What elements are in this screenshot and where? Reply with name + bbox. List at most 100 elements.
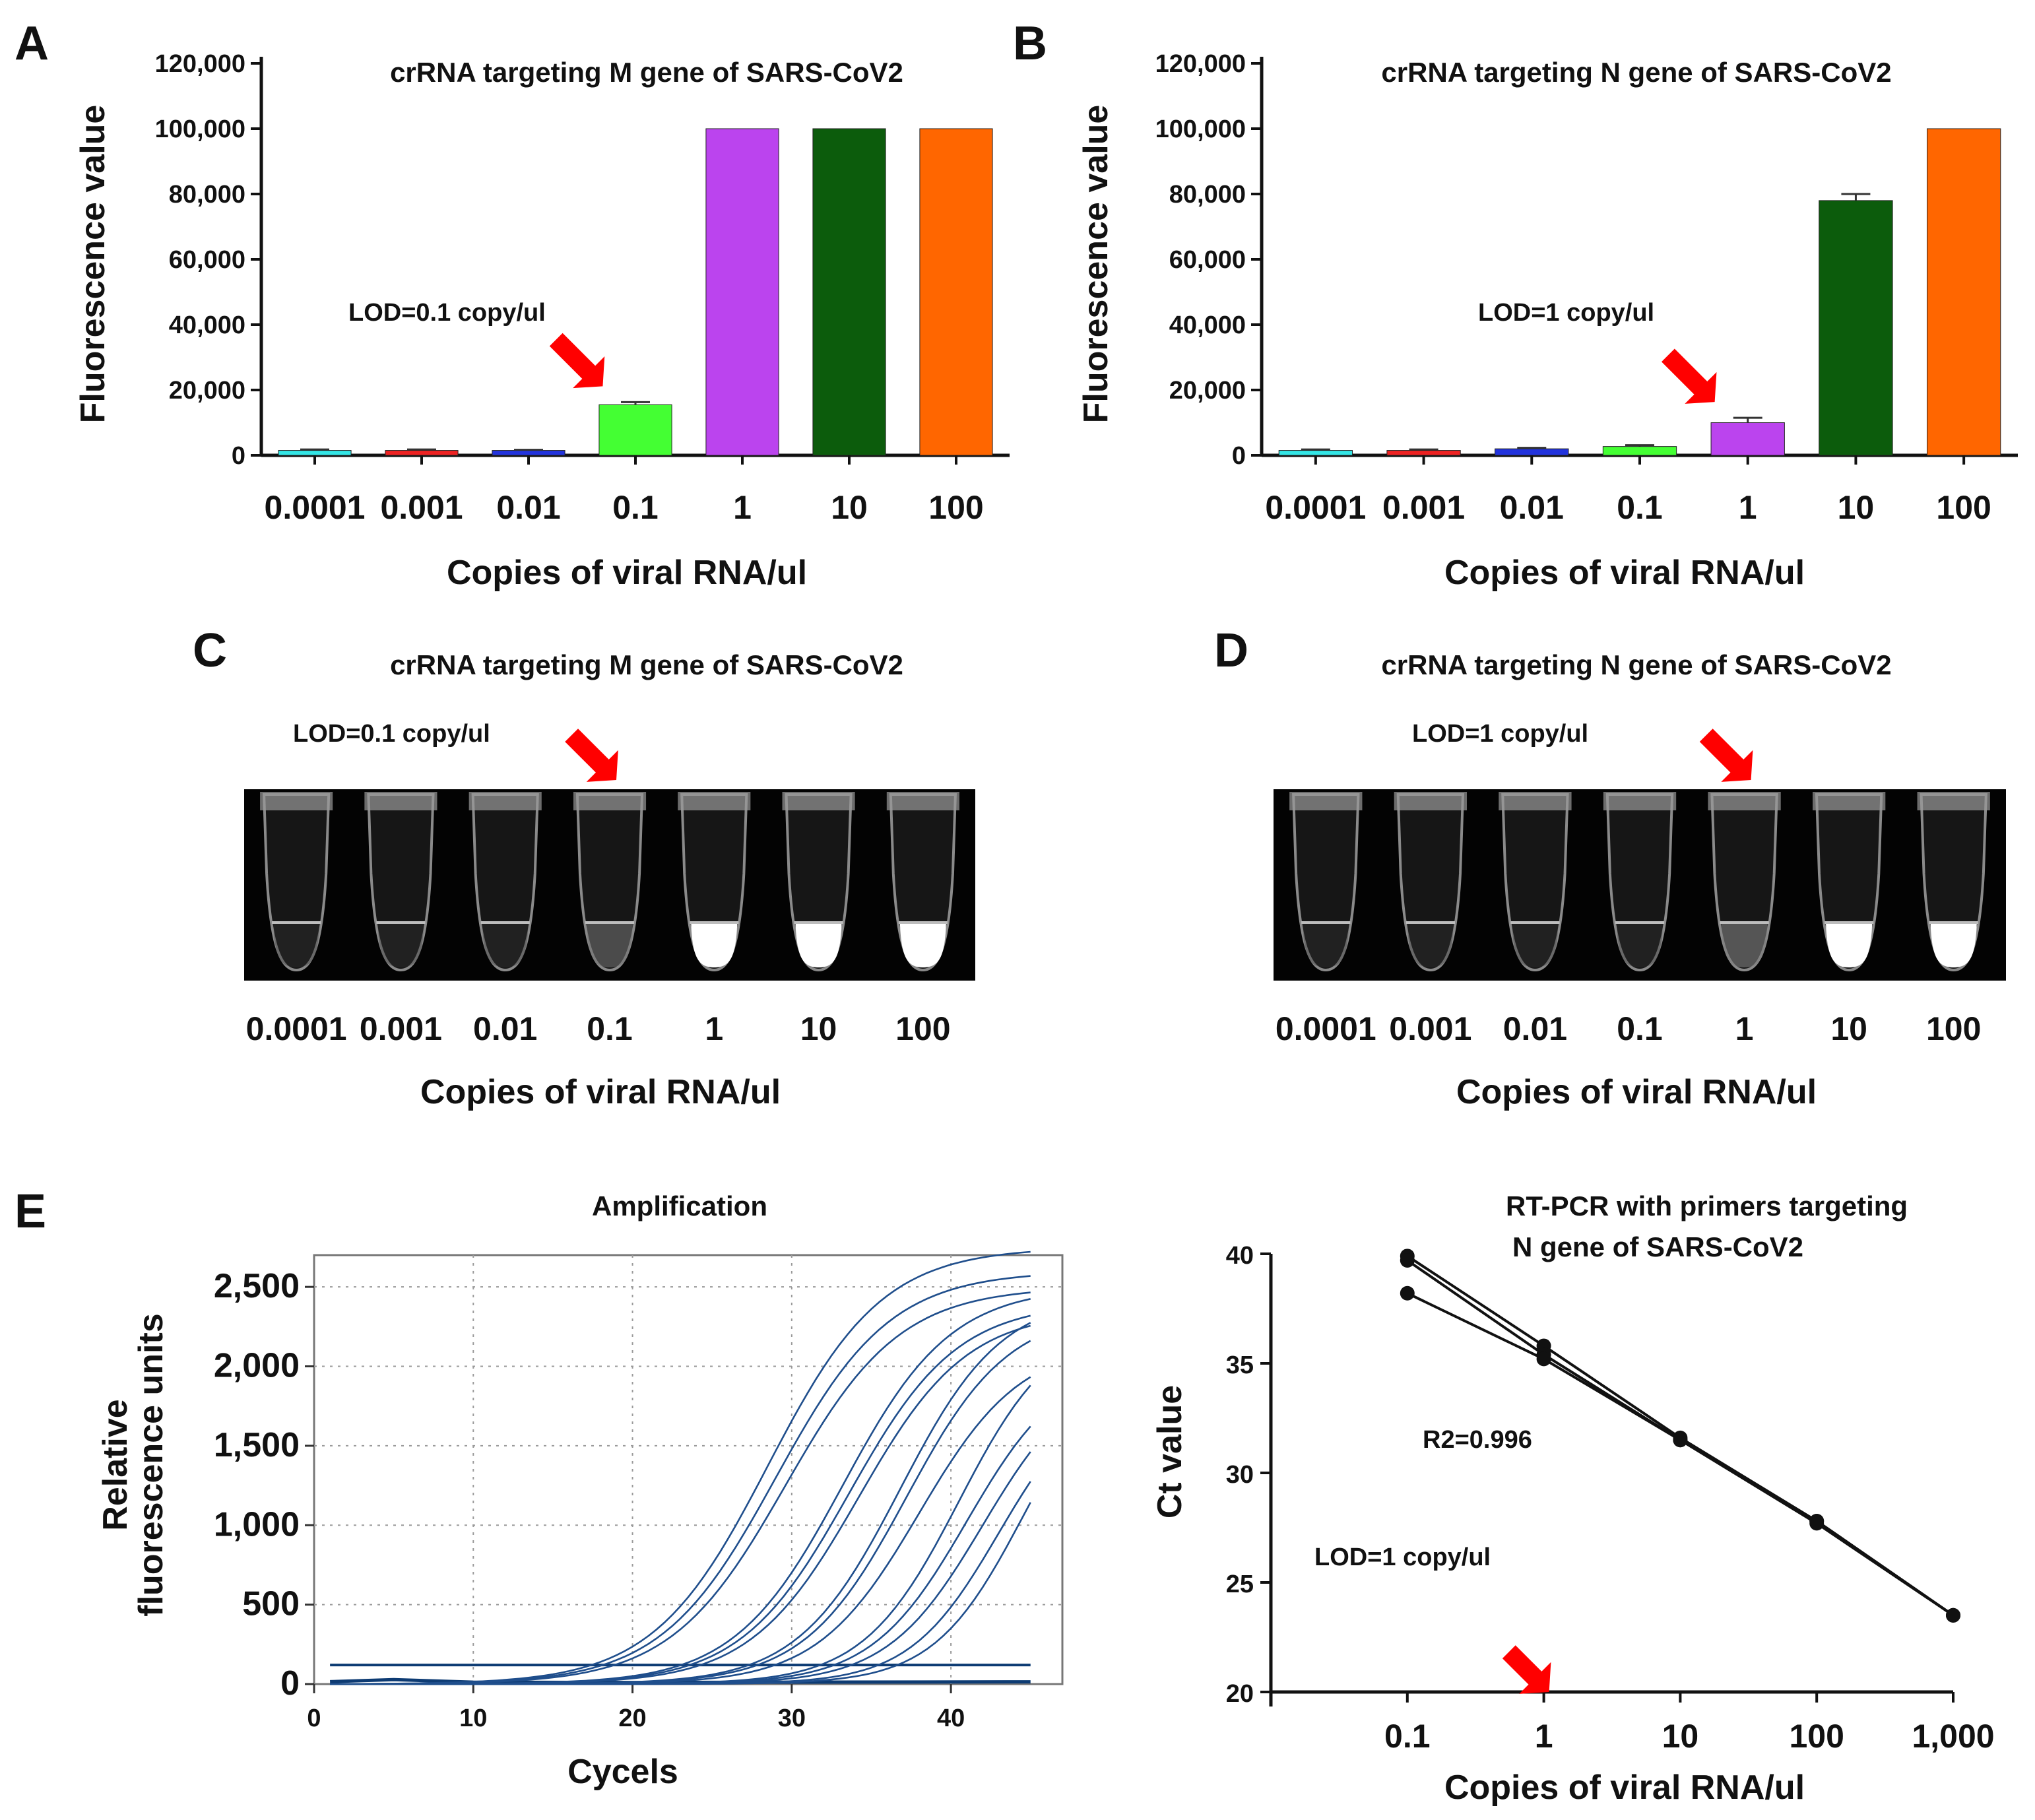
- panelA-xtick-label: 1: [733, 489, 752, 526]
- panel-e-right-title-line2: N gene of SARS-CoV2: [1512, 1231, 1803, 1262]
- panelD-tube: [1501, 793, 1569, 972]
- panel-e-ylabel-line2: fluorescence units: [132, 1313, 170, 1616]
- panelA-bar: [705, 128, 779, 456]
- panelC-xtick-label: 100: [895, 1010, 950, 1047]
- panel-b-xlabel: Copies of viral RNA/ul: [1444, 554, 1805, 592]
- panel-e-right-title-line1: RT-PCR with primers targeting: [1506, 1190, 1908, 1221]
- panel-e-right-lod-annotation: LOD=1 copy/ul: [1314, 1544, 1491, 1571]
- panelA-ytick-label: 60,000: [169, 246, 245, 274]
- panel-e-right-ytick-label: 20: [1226, 1680, 1254, 1708]
- panelD-tube-liquid: [1930, 923, 1977, 967]
- panelB-xtick-label: 10: [1838, 489, 1875, 526]
- panelA-bar: [492, 450, 565, 456]
- panelD-tube-liquid: [1303, 923, 1349, 967]
- panel-e-right-xlabel: Copies of viral RNA/ul: [1444, 1769, 1805, 1807]
- panel-e-right-ytick-label: 35: [1226, 1351, 1254, 1379]
- panel-e-ytick-label: 0: [280, 1664, 300, 1703]
- panelC-tube-liquid: [899, 923, 946, 967]
- panel-e-amplification-curve-c11: [330, 1425, 1031, 1685]
- panel-e-xtick-label: 10: [459, 1705, 487, 1732]
- panelA-xtick-label: 0.001: [380, 489, 463, 526]
- panelB-xtick-label: 0.01: [1500, 489, 1564, 526]
- panelB-bar: [1926, 128, 2001, 456]
- panelC-xtick-label: 10: [800, 1010, 837, 1047]
- panelD-xtick-label: 100: [1926, 1010, 1981, 1047]
- panelD-tube: [1292, 793, 1360, 972]
- panelB-bar: [1819, 200, 1893, 456]
- panelB-bar: [1495, 448, 1569, 456]
- panel-e-right-point-rep2: [1400, 1252, 1415, 1268]
- panelD-tube-rim: [1812, 792, 1886, 810]
- panelC-tube: [471, 793, 539, 972]
- panelA-bar: [812, 128, 886, 456]
- panelA-xtick-label: 0.0001: [265, 489, 366, 526]
- panel-b-lod-annotation: LOD=1 copy/ul: [1478, 299, 1654, 327]
- panel-e-xtick-label: 30: [778, 1705, 806, 1732]
- panelB-bar: [1386, 450, 1461, 456]
- panelC-xtick-label: 0.01: [473, 1010, 537, 1047]
- panelD-xtick-label: 10: [1830, 1010, 1867, 1047]
- panelB-xtick-label: 100: [1936, 489, 1991, 526]
- panel-e-xtick-label: 0: [307, 1705, 321, 1732]
- panelB-ytick-label: 120,000: [1155, 50, 1246, 78]
- panelD-xtick-label: 0.001: [1389, 1010, 1471, 1047]
- panelD-tube-liquid: [1616, 923, 1664, 967]
- panel-e-right-xtick-label: 1,000: [1912, 1718, 1994, 1755]
- panelC-tube-liquid: [482, 923, 529, 967]
- panel-d-tube-image: crRNA targeting N gene of SARS-CoV2 LOD=…: [1274, 649, 2006, 1111]
- panel-e-title: Amplification: [592, 1190, 767, 1221]
- panel-e-amplification-curve-c2: [330, 1275, 1031, 1685]
- panelD-xtick-label: 1: [1735, 1010, 1754, 1047]
- panelB-ytick-label: 20,000: [1169, 377, 1246, 405]
- panel-e-right-point-rep3: [1809, 1516, 1825, 1531]
- panelB-bar: [1278, 450, 1353, 456]
- panelA-lod-arrow-shape: [549, 333, 605, 389]
- panelC-tube-rim: [886, 792, 959, 810]
- panelB-bar: [1602, 446, 1677, 456]
- panelA-xtick-label: 10: [831, 489, 868, 526]
- panelC-tube-liquid: [273, 923, 320, 967]
- panel-e-right-point-rep3: [1946, 1608, 1960, 1623]
- panel-e-right-xtick-label: 1: [1535, 1718, 1553, 1755]
- panelA-lod-arrow: [549, 333, 605, 389]
- panel-e-plot-frame: [313, 1254, 1064, 1685]
- panelA-ytick-label: 0: [232, 442, 245, 470]
- panelA-bar: [385, 450, 459, 456]
- panelA-xtick-label: 100: [928, 489, 983, 526]
- panel-b-title: crRNA targeting N gene of SARS-CoV2: [1381, 57, 1891, 88]
- panel-label-b: B: [1013, 17, 1047, 70]
- panel-a-xlabel: Copies of viral RNA/ul: [447, 554, 807, 592]
- panel-label-a: A: [15, 17, 49, 70]
- panelC-tube: [367, 793, 435, 972]
- panel-e-right-ylabel: Ct value: [1151, 1385, 1189, 1518]
- panelB-ytick-label: 100,000: [1155, 115, 1246, 143]
- panelB-xtick-label: 0.0001: [1265, 489, 1366, 526]
- panelB-ytick-label: 40,000: [1169, 311, 1246, 339]
- panel-e-ytick-label: 1,500: [214, 1426, 300, 1464]
- panel-e-xtick-label: 20: [618, 1705, 646, 1732]
- panelB-xtick-label: 1: [1739, 489, 1757, 526]
- panel-e-right-xtick-label: 0.1: [1384, 1718, 1431, 1755]
- panelD-lod-arrow: [1699, 729, 1753, 782]
- panel-e-right-lod-arrow-shape: [1502, 1645, 1551, 1694]
- panelC-tube-liquid: [795, 923, 842, 967]
- panel-c-xlabel: Copies of viral RNA/ul: [420, 1073, 781, 1111]
- panel-b-ylabel: Fluorescence value: [1077, 105, 1115, 424]
- panelD-tube-rim: [1603, 792, 1677, 810]
- panelA-ytick-label: 120,000: [155, 50, 245, 78]
- panelC-xtick-label: 0.1: [587, 1010, 633, 1047]
- panelA-xtick-label: 0.1: [612, 489, 659, 526]
- panelA-ytick-label: 100,000: [155, 115, 245, 143]
- panel-a-lod-annotation: LOD=0.1 copy/ul: [348, 299, 546, 327]
- panel-c-lod-annotation: LOD=0.1 copy/ul: [293, 720, 490, 748]
- panelC-xtick-label: 1: [705, 1010, 723, 1047]
- panelC-xtick-label: 0.001: [360, 1010, 442, 1047]
- panel-e-right-r2-annotation: R2=0.996: [1423, 1426, 1532, 1454]
- panelD-tube-liquid: [1407, 923, 1454, 967]
- panel-e-amplification-curve-c14: [330, 1502, 1031, 1685]
- panel-e-ytick-label: 500: [242, 1585, 300, 1623]
- panel-a-title: crRNA targeting M gene of SARS-CoV2: [390, 57, 903, 88]
- panelB-ytick-label: 60,000: [1169, 246, 1246, 274]
- panel-a-ylabel: Fluorescence value: [74, 105, 112, 424]
- panelD-tube-rim: [1289, 792, 1363, 810]
